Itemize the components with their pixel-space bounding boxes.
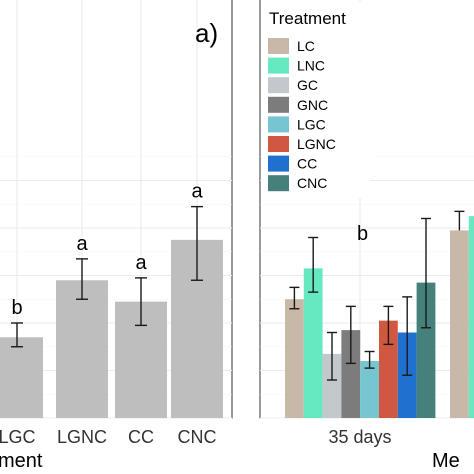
panel-a-tag: a) [195,18,218,48]
legend-swatch-cnc [268,175,289,192]
legend-label-lnc: LNC [297,58,325,74]
significance-label-lgnc: a [76,233,88,255]
legend-label-cc: CC [297,156,317,172]
significance-label-lgc: b [11,297,22,319]
legend-swatch-lgnc [268,136,289,152]
significance-label-cnc: a [191,181,203,203]
bar-35-days-gnc [341,330,361,418]
legend-swatch-gc [268,77,289,94]
bar-35-days-lnc [303,268,323,418]
panel-b-x-ticks: 35 days [328,427,391,447]
bar-35-days-cnc [416,282,436,418]
legend-label-lgc: LGC [297,116,326,132]
panel-a-x-ticks: LGC LGNC CC CNC [0,427,217,447]
legend-label-lc: LC [297,38,315,54]
x-tick-label-35-days: 35 days [328,427,391,447]
legend: Treatment LC LNC GC GNC LGC LGNC CC CNC [262,2,370,198]
panel-b-group-label: b [357,223,368,245]
legend-swatch-lc [268,38,289,54]
bar-35-days-gc [322,353,342,418]
legend-label-gc: GC [297,77,318,93]
panel-b-x-axis-title: Me [432,450,460,472]
legend-label-gnc: GNC [297,97,328,113]
bar-35-days-lc [285,299,304,418]
bar-next-group-lnc [468,216,474,418]
legend-title: Treatment [269,9,346,28]
legend-swatch-cc [268,155,289,172]
bar-35-days-lgc [360,361,379,418]
panel-a-x-axis-title: ment [0,450,43,472]
x-tick-label-cnc: CNC [178,427,217,447]
bar-next-group-lc [450,230,469,418]
x-tick-label-lgc: LGC [0,427,36,447]
legend-label-cnc: CNC [297,175,327,191]
panel-b: b Treatment LC LNC GC GNC LGC LGNC CC CNC 35 da… [259,0,474,472]
panel-a-bars [0,205,223,418]
panel-b-bars [285,210,474,418]
legend-label-lgnc: LGNC [297,136,336,152]
legend-swatch-gnc [268,96,289,113]
panel-a: b a a a LGC LGNC CC CNC a) ment [0,0,233,472]
panel-a-significance: b a a a [11,181,203,319]
legend-swatch-lnc [268,57,289,74]
bar-lgc [0,337,43,418]
significance-label-cc: a [135,252,147,274]
x-tick-label-lgnc: LGNC [57,427,107,447]
bar-lgnc [56,280,108,418]
x-tick-label-cc: CC [128,427,154,447]
legend-swatch-lgc [268,116,289,133]
